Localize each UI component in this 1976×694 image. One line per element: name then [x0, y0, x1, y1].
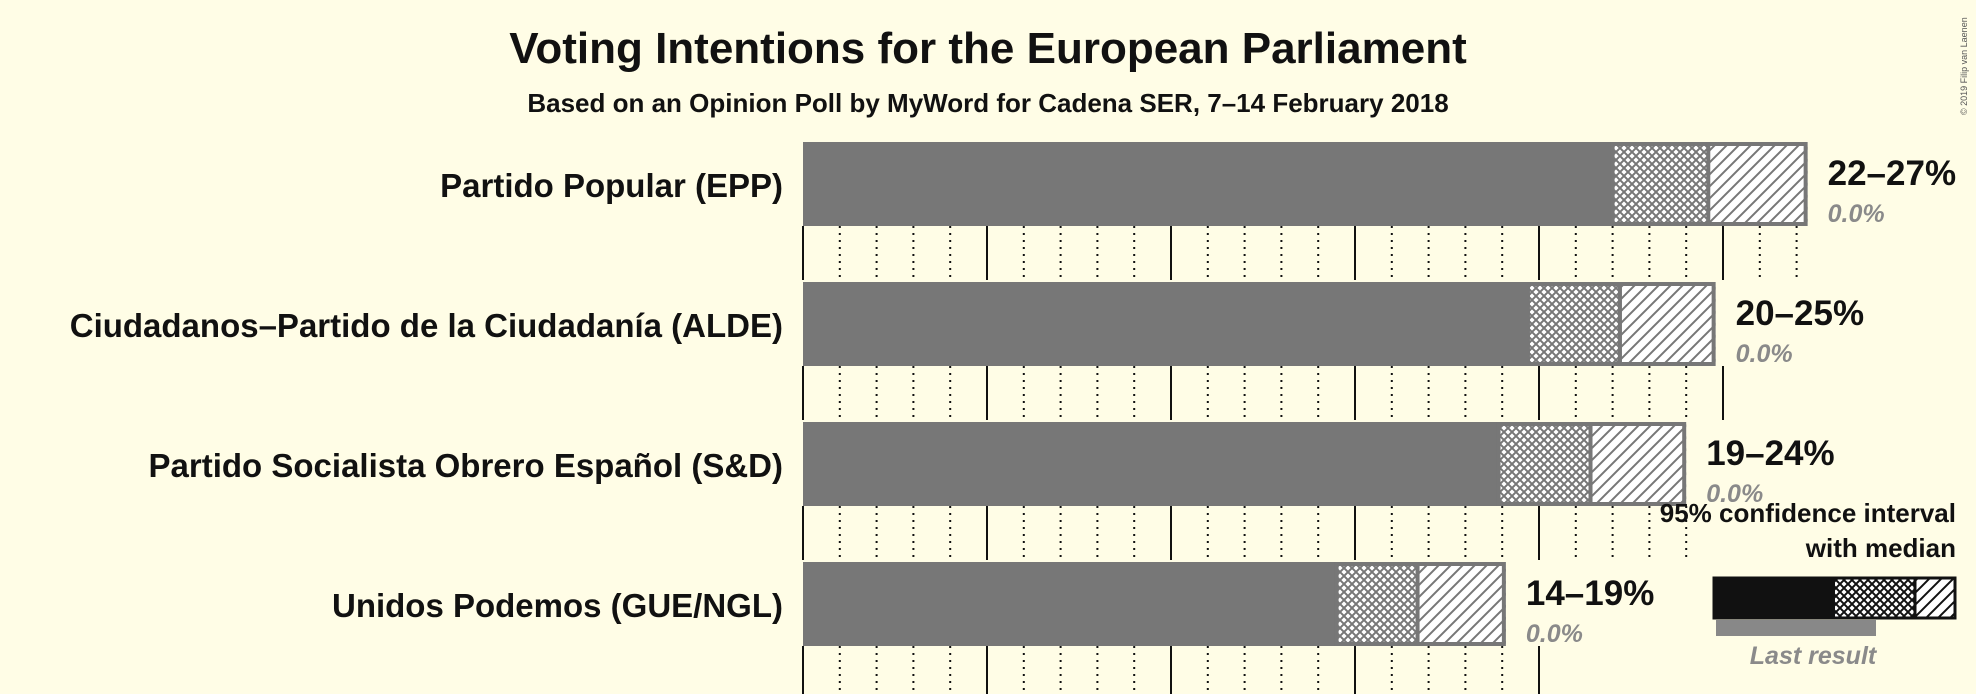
- bar-solid: [803, 562, 1337, 646]
- range-label: 22–27%: [1828, 154, 1956, 193]
- ci-outline: [1334, 562, 1506, 646]
- party-label: Ciudadanos–Partido de la Ciudadanía (ALD…: [70, 307, 783, 344]
- last-result-label: 0.0%: [1526, 620, 1583, 648]
- bar-ci-lower: [1527, 282, 1620, 366]
- legend-outline: [1712, 576, 1957, 620]
- party-label: Partido Popular (EPP): [440, 167, 783, 204]
- bar-ci-lower: [1498, 422, 1591, 506]
- legend: 95% confidence interval with median Last r…: [1660, 498, 1957, 670]
- bar-ci-upper: [1590, 422, 1687, 506]
- bar-solid: [803, 282, 1528, 366]
- range-label: 14–19%: [1526, 574, 1654, 613]
- range-label: 20–25%: [1736, 294, 1864, 333]
- last-result-label: 0.0%: [1736, 340, 1793, 368]
- party-label: Unidos Podemos (GUE/NGL): [332, 587, 783, 624]
- party-label: Partido Socialista Obrero Español (S&D): [149, 447, 783, 484]
- last-result-label: 0.0%: [1828, 200, 1885, 228]
- bar-ci-upper: [1619, 282, 1716, 366]
- legend-last-result-swatch: [1716, 620, 1876, 636]
- copyright-notice: © 2019 Filip van Laenen: [1959, 17, 1969, 115]
- legend-solid-swatch: [1714, 578, 1835, 618]
- range-label: 19–24%: [1706, 434, 1834, 473]
- chart-subtitle: Based on an Opinion Poll by MyWord for C…: [527, 88, 1448, 118]
- legend-ci-upper-swatch: [1915, 578, 1955, 618]
- legend-last-result-label: Last result: [1750, 642, 1878, 670]
- legend-median-label: with median: [1805, 533, 1956, 563]
- gridlines: [802, 226, 1798, 694]
- bar-solid: [803, 142, 1613, 226]
- bar-ci-upper: [1708, 142, 1808, 226]
- chart-title: Voting Intentions for the European Parli…: [509, 24, 1467, 73]
- bar-solid: [803, 422, 1499, 506]
- bars: Partido Popular (EPP) 22–27% 0.0% Ciudadano…: [70, 142, 1956, 648]
- bar-ci-lower: [1612, 142, 1709, 226]
- last-result-label: 0.0%: [1706, 480, 1763, 508]
- legend-ci-lower-swatch: [1835, 578, 1915, 618]
- bar-ci-upper: [1417, 562, 1506, 646]
- legend-ci-label: 95% confidence interval: [1660, 498, 1956, 528]
- bar-ci-lower: [1336, 562, 1418, 646]
